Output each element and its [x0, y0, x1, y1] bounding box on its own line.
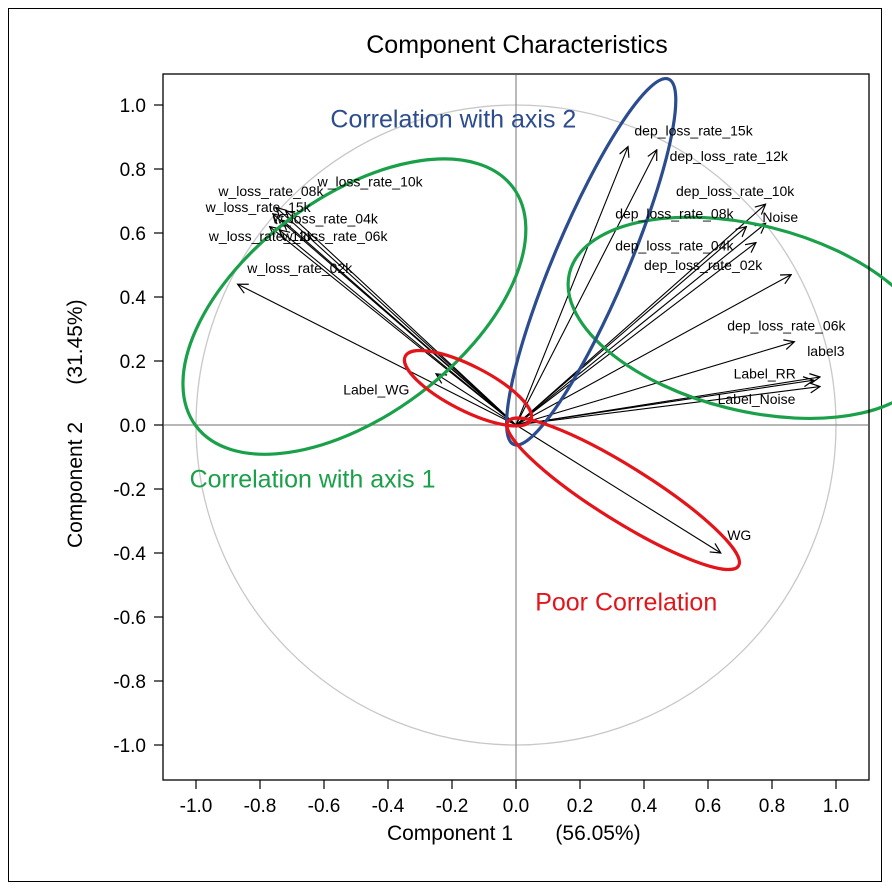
group-ellipses [181, 77, 892, 572]
vector-label-Label_Noise: Label_Noise [718, 391, 796, 407]
x-tick-label: 0.2 [567, 796, 593, 817]
x-axis-percent: (56.05%) [555, 822, 640, 845]
x-tick-label: -0.2 [436, 796, 469, 817]
vector-label-label3: label3 [807, 343, 845, 359]
x-tick-label: 0.0 [503, 796, 529, 817]
vector-dep_loss_rate_10k [515, 204, 766, 426]
vector-label-w_loss_rate_02k: w_loss_rate_02k [246, 260, 353, 276]
group-ellipse-2 [566, 215, 892, 421]
vector-label-w_loss_rate_06k: w_loss_rate_06k [281, 228, 388, 244]
vector-label-dep_loss_rate_12k: dep_loss_rate_12k [670, 148, 789, 164]
vector-label-w_loss_rate_15k: w_loss_rate_15k [205, 199, 312, 215]
y-axis-label: Component 2 [64, 422, 87, 548]
vector-label-w_loss_rate_10k: w_loss_rate_10k [317, 174, 424, 190]
vector-label-w_loss_rate_04k: w_loss_rate_04k [272, 210, 379, 226]
chart-frame [8, 8, 882, 882]
chart-title: Component Characteristics [366, 31, 668, 59]
y-axis-label-group: Component 2 (31.45%) [64, 299, 87, 548]
vector-dep_loss_rate_06k [515, 342, 794, 426]
vector-w_loss_rate_06k [279, 230, 517, 426]
group-annotation-1: Correlation with axis 1 [190, 465, 436, 493]
vector-label-w_loss_rate_12k: w_loss_rate_12k [208, 228, 315, 244]
x-tick-label: -0.4 [372, 796, 405, 817]
vector-Label_RR [515, 380, 814, 426]
vector-Label_Noise [515, 387, 820, 426]
x-tick-label: 0.6 [695, 796, 721, 817]
vector-dep_loss_rate_04k [515, 243, 756, 426]
vector-Label_WG [436, 374, 517, 426]
y-axis-ticks: 1.0 0.8 0.6 0.4 0.2 0.0 -0.2 -0.4 -0.6 -0.8 -1.0 [113, 96, 163, 757]
y-tick-label: -0.6 [113, 608, 146, 629]
x-tick-label: -0.8 [244, 796, 277, 817]
y-tick-label: 1.0 [120, 96, 146, 117]
vector-dep_loss_rate_08k [515, 227, 746, 426]
vector-labels: w_loss_rate_10kw_loss_rate_08kw_loss_rat… [205, 122, 847, 543]
vector-Noise [515, 223, 766, 426]
vector-label-Noise: Noise [762, 209, 798, 225]
vector-dep_loss_rate_15k [515, 147, 628, 426]
vector-label-dep_loss_rate_02k: dep_loss_rate_02k [644, 257, 763, 273]
y-tick-label: -0.2 [113, 480, 146, 501]
x-axis-label: Component 1 [387, 822, 513, 845]
vector-label-Label_RR: Label_RR [734, 366, 796, 382]
vector-dep_loss_rate_12k [515, 150, 657, 426]
vector-w_loss_rate_04k [282, 220, 517, 426]
y-tick-label: 0.0 [120, 416, 146, 437]
vector-label-dep_loss_rate_08k: dep_loss_rate_08k [615, 206, 734, 222]
group-ellipse-5 [505, 416, 742, 572]
y-tick-label: 0.8 [120, 160, 146, 181]
x-tick-label: 0.4 [631, 796, 658, 817]
x-tick-label: -0.6 [308, 796, 341, 817]
vector-w_loss_rate_02k [238, 284, 517, 426]
group-annotation-2: Correlation with axis 2 [330, 105, 576, 133]
group-annotations: Correlation with axis 1 Correlation with … [190, 105, 718, 616]
vector-w_loss_rate_08k [276, 207, 517, 426]
group-annotation-3: Poor Correlation [535, 589, 717, 617]
vector-label-WG: WG [727, 527, 751, 543]
y-tick-label: 0.4 [120, 288, 147, 309]
vector-WG [515, 424, 721, 553]
y-axis-percent: (31.45%) [64, 299, 87, 384]
vector-w_loss_rate_10k [286, 211, 517, 426]
vector-label-Label_WG: Label_WG [343, 382, 409, 398]
vector-label-dep_loss_rate_15k: dep_loss_rate_15k [634, 122, 753, 138]
y-tick-label: -0.8 [113, 672, 146, 693]
y-tick-label: 0.2 [120, 352, 146, 373]
vector-label-dep_loss_rate_06k: dep_loss_rate_06k [727, 318, 846, 334]
y-tick-label: -0.4 [113, 544, 146, 565]
vector-label-dep_loss_rate_04k: dep_loss_rate_04k [615, 238, 734, 254]
vector-w_loss_rate_12k [270, 227, 517, 426]
group-ellipse-3 [505, 77, 678, 447]
y-tick-label: -1.0 [113, 736, 146, 757]
group-ellipse-1 [181, 157, 528, 456]
x-axis-ticks: -1.0 -0.8 -0.6 -0.4 -0.2 0.0 0.2 0.4 0.6 0.8 1.0 [180, 780, 849, 817]
vector-label-dep_loss_rate_10k: dep_loss_rate_10k [676, 183, 795, 199]
y-tick-label: 0.6 [120, 224, 146, 245]
x-tick-label: 0.8 [759, 796, 785, 817]
x-tick-label: -1.0 [180, 796, 213, 817]
x-tick-label: 1.0 [823, 796, 849, 817]
vector-label-w_loss_rate_08k: w_loss_rate_08k [217, 183, 324, 199]
